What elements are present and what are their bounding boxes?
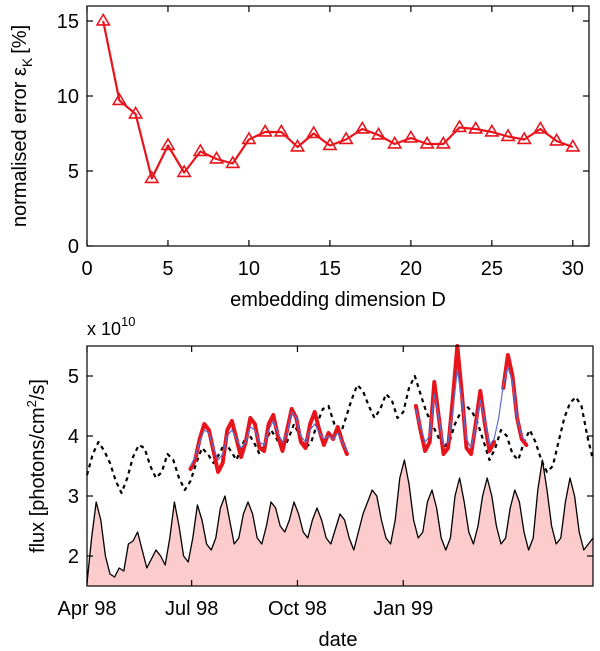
error-chart-ylabel-unit: [%] [9, 25, 31, 54]
error-xtick-label-15: 15 [319, 258, 341, 280]
error-marker-26 [500, 128, 516, 142]
error-chart: 0 5 10 15 20 25 30 0 5 10 15 embedding dimension D… [9, 5, 590, 311]
flux-model-line-1 [189, 411, 348, 467]
flux-predicted-line-2 [413, 344, 497, 456]
error-marker-20 [403, 129, 419, 143]
flux-ytick-label-3: 3 [68, 486, 79, 508]
error-xtick-label-25: 25 [481, 258, 503, 280]
flux-ytick-label-4: 4 [68, 426, 79, 448]
error-xtick-label-5: 5 [162, 258, 173, 280]
error-xtick-label-20: 20 [400, 258, 422, 280]
error-ytick-label-0: 0 [68, 236, 79, 258]
error-marker-2 [111, 92, 127, 106]
error-ytick-label-15: 15 [57, 11, 79, 33]
error-marker-13 [289, 138, 306, 152]
error-chart-ylabel: normalised error εK [%] [9, 25, 35, 227]
flux-chart: Apr 98 Jul 98 Oct 98 Jan 99 2 3 4 5 x 1010 date… [24, 314, 595, 651]
error-marker-15 [322, 137, 338, 151]
flux-chart-exponent-base: x 10 [87, 319, 121, 339]
error-marker-1 [95, 12, 111, 26]
flux-chart-ylabel: flux [photons/cm2/s] [24, 379, 49, 553]
error-chart-xlabel: embedding dimension D [230, 289, 446, 311]
error-marker-12 [273, 123, 289, 137]
error-marker-14 [306, 125, 322, 139]
error-marker-10 [241, 131, 257, 145]
flux-chart-xlabel: date [319, 629, 358, 651]
error-marker-19 [387, 135, 403, 149]
error-marker-27 [516, 131, 532, 145]
error-xtick-label-10: 10 [238, 258, 260, 280]
error-marker-5 [160, 137, 176, 151]
flux-chart-ylabel-tail: /s] [27, 379, 49, 400]
flux-chart-ylabel-sup: 2 [24, 400, 39, 407]
flux-ytick-label-5: 5 [68, 366, 79, 388]
flux-chart-frame [86, 345, 594, 587]
error-marker-9 [225, 155, 241, 169]
flux-xtick-label-0: Apr 98 [58, 598, 117, 620]
flux-model-line-2 [415, 366, 527, 449]
error-marker-17 [354, 120, 370, 134]
error-marker-6 [176, 164, 192, 178]
error-marker-8 [208, 150, 225, 164]
error-marker-30 [565, 138, 581, 152]
error-ytick-label-5: 5 [68, 161, 79, 183]
flux-xtick-label-1: Jul 98 [165, 598, 218, 620]
error-chart-ticks: 0 5 10 15 20 25 30 0 5 10 15 [57, 6, 589, 280]
error-marker-11 [257, 123, 273, 137]
error-marker-16 [338, 131, 354, 145]
error-marker-18 [370, 126, 387, 140]
error-marker-21 [419, 135, 435, 149]
error-marker-24 [468, 120, 484, 134]
error-ytick-label-10: 10 [57, 86, 79, 108]
error-marker-4 [144, 170, 160, 184]
error-marker-3 [128, 105, 144, 119]
error-chart-frame [86, 5, 590, 247]
flux-series-layer [85, 344, 595, 586]
flux-filled-area [87, 460, 593, 586]
flux-xtick-label-3: Jan 99 [373, 598, 433, 620]
error-marker-22 [435, 135, 451, 149]
error-chart-ylabel-sub: K [19, 57, 35, 67]
flux-ytick-label-2: 2 [68, 546, 79, 568]
error-marker-23 [451, 119, 468, 133]
error-marker-7 [192, 143, 208, 157]
flux-chart-exponent-power: 10 [121, 314, 135, 329]
error-marker-28 [532, 120, 548, 134]
error-chart-ylabel-main: normalised error ε [9, 67, 31, 227]
error-line-series-0 [102, 20, 574, 180]
flux-chart-exponent: x 1010 [87, 314, 136, 339]
flux-chart-ticks: Apr 98 Jul 98 Oct 98 Jan 99 2 3 4 5 [58, 346, 593, 620]
error-xtick-label-30: 30 [562, 258, 584, 280]
flux-chart-ylabel-main: flux [photons/cm [27, 407, 49, 553]
error-marker-25 [484, 123, 500, 137]
error-marker-29 [549, 132, 565, 146]
error-series-layer [95, 12, 581, 184]
flux-measured-line [86, 459, 594, 584]
flux-xtick-label-2: Oct 98 [268, 598, 327, 620]
error-xtick-label-0: 0 [81, 258, 92, 280]
